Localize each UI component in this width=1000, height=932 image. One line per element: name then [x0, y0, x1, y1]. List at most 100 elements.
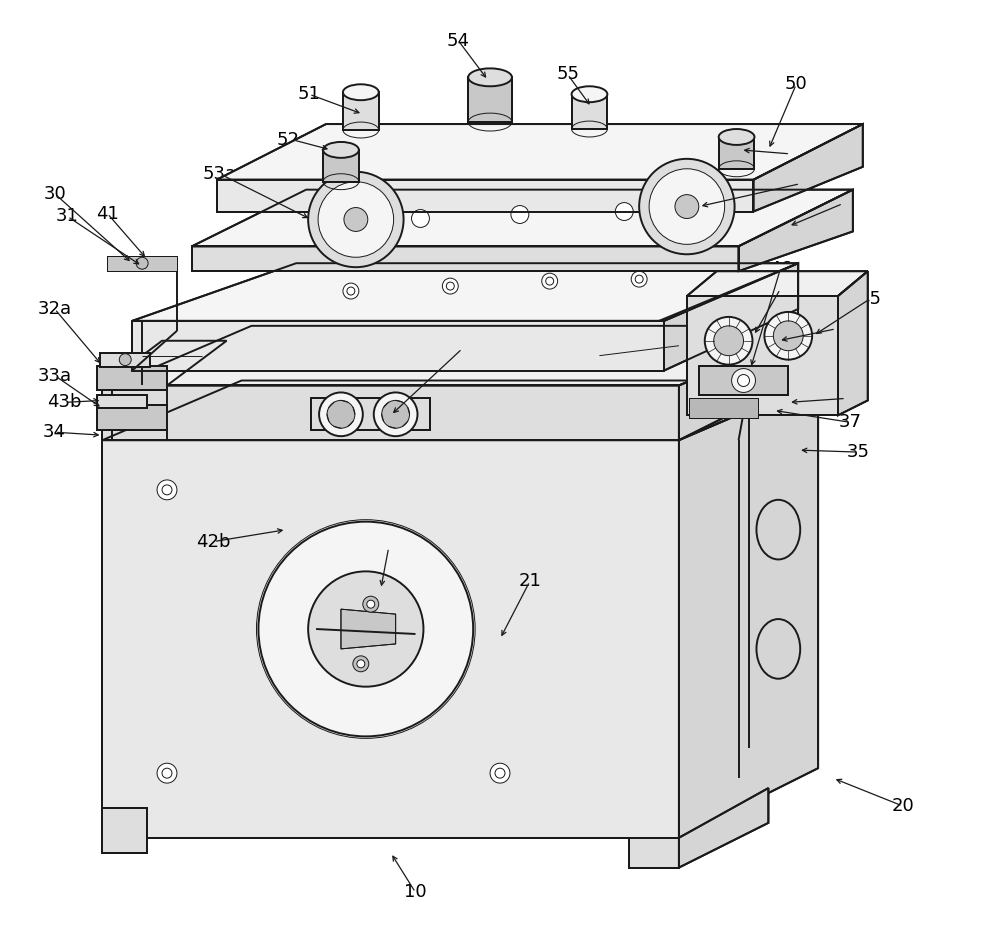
Polygon shape — [341, 610, 396, 649]
Circle shape — [136, 257, 148, 269]
Circle shape — [308, 571, 423, 687]
Ellipse shape — [719, 129, 754, 144]
Circle shape — [119, 353, 131, 365]
Text: 50: 50 — [785, 75, 808, 93]
Circle shape — [675, 195, 699, 218]
Polygon shape — [739, 189, 853, 271]
Circle shape — [318, 182, 394, 257]
Text: 42b: 42b — [196, 532, 231, 551]
Circle shape — [157, 480, 177, 500]
Circle shape — [700, 199, 718, 217]
Text: 30: 30 — [43, 185, 66, 202]
Polygon shape — [107, 256, 177, 271]
Circle shape — [546, 277, 554, 285]
Polygon shape — [192, 246, 739, 271]
Polygon shape — [679, 326, 818, 440]
Circle shape — [705, 317, 752, 364]
Circle shape — [162, 768, 172, 778]
Text: 46: 46 — [769, 260, 792, 278]
Polygon shape — [112, 386, 679, 440]
Text: 33a: 33a — [38, 366, 72, 385]
Polygon shape — [687, 271, 868, 296]
Circle shape — [542, 273, 558, 289]
Circle shape — [353, 656, 369, 672]
Ellipse shape — [323, 142, 359, 158]
Circle shape — [363, 596, 379, 612]
Polygon shape — [689, 398, 758, 418]
Text: 43b: 43b — [47, 393, 82, 411]
Polygon shape — [217, 124, 863, 180]
Text: 20: 20 — [891, 797, 914, 815]
Text: 45: 45 — [858, 290, 881, 308]
Text: 55: 55 — [556, 65, 579, 83]
Polygon shape — [468, 77, 512, 122]
Text: 51: 51 — [298, 85, 321, 103]
Polygon shape — [838, 271, 868, 416]
Polygon shape — [679, 380, 818, 838]
Circle shape — [382, 401, 410, 428]
Polygon shape — [102, 341, 227, 386]
Circle shape — [511, 206, 529, 224]
Circle shape — [412, 210, 429, 227]
Circle shape — [343, 283, 359, 299]
Circle shape — [312, 214, 330, 232]
Text: 41: 41 — [96, 204, 119, 223]
Circle shape — [631, 271, 647, 287]
Polygon shape — [97, 365, 167, 391]
Polygon shape — [102, 380, 818, 440]
Circle shape — [258, 522, 473, 736]
Circle shape — [308, 171, 404, 267]
Text: 32a: 32a — [38, 300, 72, 318]
Polygon shape — [100, 352, 150, 366]
Polygon shape — [217, 180, 753, 212]
Circle shape — [495, 768, 505, 778]
Circle shape — [327, 401, 355, 428]
Polygon shape — [97, 405, 167, 431]
Ellipse shape — [572, 87, 607, 103]
Polygon shape — [311, 398, 430, 431]
Text: 40: 40 — [832, 195, 854, 212]
Polygon shape — [112, 326, 818, 386]
Polygon shape — [102, 386, 167, 440]
Text: 21: 21 — [518, 572, 541, 590]
Ellipse shape — [468, 68, 512, 87]
Text: 33b: 33b — [829, 390, 863, 407]
Polygon shape — [323, 150, 359, 182]
Text: 44: 44 — [769, 280, 792, 298]
Circle shape — [162, 485, 172, 495]
Circle shape — [738, 375, 750, 387]
Circle shape — [764, 312, 812, 360]
Circle shape — [490, 763, 510, 783]
Circle shape — [649, 169, 725, 244]
Circle shape — [374, 392, 417, 436]
Polygon shape — [192, 189, 853, 246]
Polygon shape — [753, 124, 863, 212]
Polygon shape — [132, 263, 798, 321]
Circle shape — [773, 321, 803, 350]
Text: 53a: 53a — [203, 165, 237, 183]
Circle shape — [442, 278, 458, 294]
Circle shape — [714, 326, 744, 356]
Polygon shape — [102, 808, 147, 853]
Circle shape — [732, 368, 755, 392]
Circle shape — [446, 282, 454, 290]
Polygon shape — [664, 263, 798, 371]
Polygon shape — [719, 137, 754, 169]
Circle shape — [157, 763, 177, 783]
Circle shape — [357, 660, 365, 668]
Circle shape — [344, 208, 368, 231]
Text: 36: 36 — [451, 339, 474, 358]
Text: 52b: 52b — [773, 144, 808, 163]
Circle shape — [319, 392, 363, 436]
Text: 32b: 32b — [819, 320, 853, 337]
Circle shape — [615, 202, 633, 221]
Text: 31: 31 — [56, 208, 79, 226]
Polygon shape — [572, 94, 607, 129]
Text: 53b: 53b — [783, 174, 817, 193]
Text: 35: 35 — [846, 443, 869, 461]
Ellipse shape — [343, 84, 379, 101]
Circle shape — [367, 600, 375, 609]
Polygon shape — [102, 440, 679, 838]
Text: 37: 37 — [838, 413, 861, 432]
Polygon shape — [687, 296, 838, 416]
